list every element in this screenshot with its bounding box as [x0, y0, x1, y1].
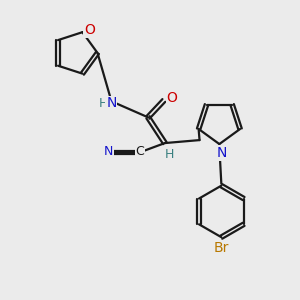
Text: O: O [167, 92, 177, 106]
Text: H: H [165, 148, 175, 161]
Text: N: N [104, 146, 113, 158]
Text: O: O [84, 23, 95, 37]
Text: Br: Br [214, 241, 229, 255]
Text: H: H [99, 97, 108, 110]
Text: N: N [216, 146, 226, 160]
Text: C: C [136, 146, 145, 158]
Text: N: N [106, 96, 116, 110]
